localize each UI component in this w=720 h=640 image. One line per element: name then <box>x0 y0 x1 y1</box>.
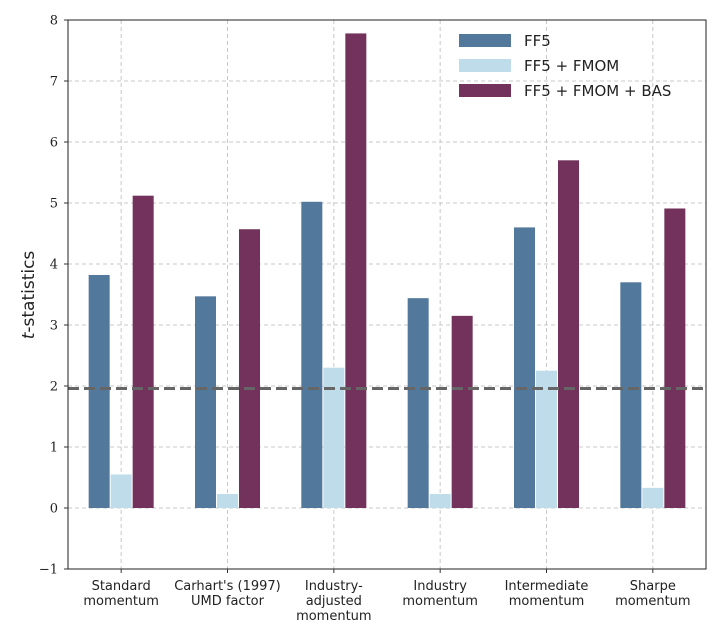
x-category-label: Industry momentum <box>402 579 478 609</box>
y-tick-label: 3 <box>50 319 58 334</box>
bar <box>429 493 451 508</box>
legend-swatch <box>459 34 511 47</box>
bar <box>110 474 132 508</box>
y-tick-label: 5 <box>50 197 58 212</box>
bar-group <box>195 229 260 509</box>
bar-group <box>620 208 686 509</box>
bar <box>451 315 473 508</box>
legend-swatch <box>459 84 511 97</box>
y-tick-labels: −1 0 1 2 3 4 5 6 7 8 <box>39 14 58 578</box>
legend: FF5 FF5 + FMOM FF5 + FMOM + BAS <box>459 32 671 100</box>
legend-label: FF5 + FMOM <box>524 57 619 75</box>
bar <box>195 296 216 508</box>
bar <box>301 201 323 508</box>
y-tick-label: 0 <box>50 502 58 517</box>
x-category-label: Standard momentum <box>83 579 159 609</box>
bar <box>132 195 154 508</box>
bar-groups <box>88 33 686 509</box>
bar-group <box>514 160 579 509</box>
bar <box>345 33 367 509</box>
x-category-label: Industry-adjusted momentum <box>296 579 372 624</box>
bar <box>642 487 664 508</box>
x-category-labels: Standard momentum Carhart's (1997) UMD fact… <box>83 579 690 624</box>
y-tick-label: 1 <box>50 441 58 456</box>
bar <box>536 370 557 508</box>
y-axis-title: t-statistics <box>19 251 39 340</box>
bar <box>620 282 642 508</box>
x-category-label: Sharpe momentum <box>615 579 691 609</box>
legend-swatch <box>459 59 511 72</box>
bar-group <box>88 195 154 508</box>
bar <box>239 229 260 509</box>
bar <box>558 160 579 509</box>
legend-entry: FF5 + FMOM + BAS <box>459 82 671 100</box>
legend-entry: FF5 + FMOM <box>459 57 619 75</box>
plot-frame <box>67 19 707 570</box>
bar <box>664 208 686 509</box>
y-tick-label: 4 <box>50 258 58 273</box>
bar <box>323 367 345 508</box>
legend-entry: FF5 <box>459 32 551 50</box>
y-tick-label: 6 <box>50 136 58 151</box>
x-category-label: Carhart's (1997) UMD factor <box>174 579 281 609</box>
legend-label: FF5 <box>524 32 551 50</box>
legend-label: FF5 + FMOM + BAS <box>524 82 671 100</box>
axes <box>64 19 707 573</box>
y-tick-label: 8 <box>50 14 58 29</box>
x-category-label: Intermediate momentum <box>505 579 589 609</box>
bar <box>407 298 429 508</box>
bar <box>514 227 535 508</box>
y-tick-label: 2 <box>50 380 58 395</box>
bar <box>88 274 110 508</box>
y-tick-label: 7 <box>50 75 58 90</box>
y-tick-label: −1 <box>39 563 58 578</box>
bar <box>217 493 238 508</box>
bar-group <box>407 298 473 508</box>
grid-lines <box>68 20 706 569</box>
